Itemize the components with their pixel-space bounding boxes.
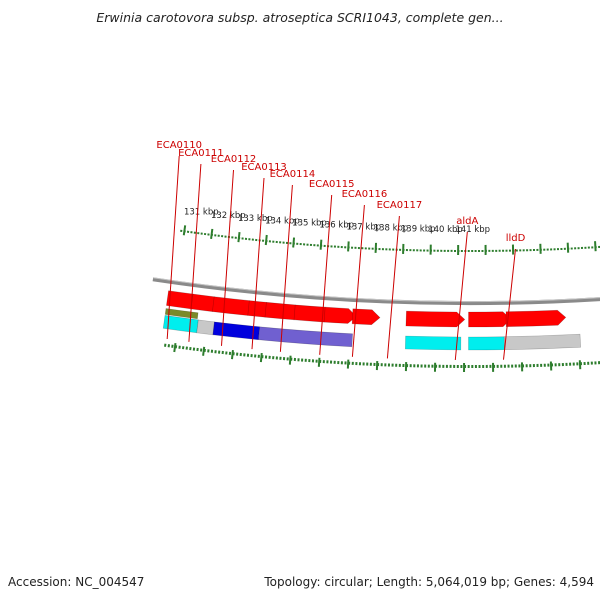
inner-major-tick [594,241,597,252]
inner-major-tick [319,239,323,250]
kbp-label: 137 kbp [346,222,381,232]
gene-label-line [454,231,468,361]
gene-label-line [319,194,333,355]
kbp-label: 140 kbp [428,225,463,235]
gene-label-line [386,215,400,359]
accession-text: Accession: NC_004547 [8,575,145,589]
gene-label-line [279,184,293,352]
inner-major-tick [292,237,296,248]
kbp-label: 131 kbp [184,207,219,217]
map-title: Erwinia carotovora subsp. atroseptica SC… [96,10,504,25]
inner-major-tick [347,241,350,252]
outer-major-tick [230,350,234,360]
gene-label: aldA [456,216,478,227]
gene-label-line [188,163,202,342]
gene-arrow [505,309,567,328]
gene-label: ECA0113 [241,162,287,173]
gene-label: ECA0110 [156,140,202,151]
outer-major-tick [202,346,206,356]
gene-label: ECA0114 [270,169,316,180]
gene-label: ECA0112 [211,154,257,165]
gene-label-line [166,155,180,340]
feature-cyan-b [404,335,462,351]
kbp-label: 136 kbp [319,221,354,231]
inner-major-tick [264,234,268,246]
gene-label-line [503,248,516,360]
outer-major-tick [288,355,292,365]
kbp-label: 135 kbp [292,219,327,229]
kbp-label: 138 kbp [374,224,409,234]
gene-label: lldD [506,233,526,244]
gene-label-line [221,169,234,346]
kbp-label: 139 kbp [401,224,436,234]
gene-label: ECA0115 [309,179,355,190]
feature-gray-b [503,333,582,351]
kbp-label: 134 kbp [265,216,300,226]
feature-purple [258,326,353,348]
gene-arrow [405,310,466,328]
inner-major-tick [237,232,241,243]
gene-arrow [468,311,512,328]
gene-label-line [351,204,365,357]
kbp-label: 132 kbp [211,211,246,221]
kbp-label: 133 kbp [238,214,273,224]
outer-major-tick [317,357,321,367]
genome-summary-text: Topology: circular; Length: 5,064,019 bp… [264,575,594,589]
gene-label: ECA0117 [377,200,423,211]
gene-arrow [323,306,357,324]
gene-label: ECA0116 [342,189,388,200]
gene-label-line [251,177,265,350]
feature-cyan-c [468,336,505,351]
feature-gray-a [196,319,215,336]
kbp-label: 141 kbp [455,225,490,235]
inner-major-tick [182,225,187,236]
inner-major-tick [210,228,214,239]
outer-major-tick [259,352,263,363]
gene-label: ECA0111 [178,148,224,159]
outer-major-tick [173,342,177,353]
gene-arrow [351,308,381,326]
